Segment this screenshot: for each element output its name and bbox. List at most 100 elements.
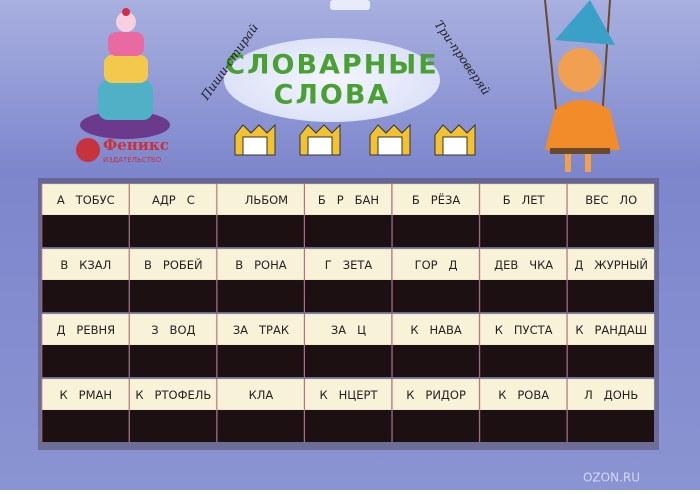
- word-card: Д ЖУРНЫЙ: [567, 248, 655, 312]
- word-card: К НЦЕРТ: [304, 378, 392, 442]
- card-label: [41, 313, 129, 346]
- card-slate: [217, 280, 304, 312]
- card-slate: [392, 410, 479, 442]
- word: Г ЗЕТА: [325, 258, 373, 272]
- card-slate: [217, 215, 304, 247]
- word-card: ДЕВ ЧКА: [479, 248, 567, 312]
- publisher-logo: [76, 138, 100, 162]
- word-card: ВЕС ЛО: [567, 183, 655, 247]
- word: ЗА Ц: [331, 323, 366, 337]
- title-line: СЛОВА: [274, 80, 391, 111]
- word-card: КЛА: [216, 378, 304, 442]
- word-card: К РТОФЕЛЬ: [129, 378, 217, 442]
- card-label: [567, 183, 655, 216]
- word: Д ЖУРНЫЙ: [574, 257, 648, 272]
- card-slate: [479, 280, 567, 312]
- word: К РМАН: [60, 388, 113, 402]
- word-card: В КЗАЛ: [41, 248, 129, 312]
- card-label: [41, 378, 129, 411]
- card-slate: [392, 345, 479, 377]
- card-slate: [217, 345, 304, 377]
- word-card: А ТОБУС: [41, 183, 129, 247]
- word: В РОБЕЙ: [144, 257, 203, 272]
- card-label: [392, 378, 480, 411]
- word: К РИДОР: [406, 388, 466, 402]
- word: ДЕВ ЧКА: [494, 258, 553, 272]
- word: К РТОФЕЛЬ: [135, 388, 211, 402]
- card-slate: [304, 345, 392, 377]
- card-label: [129, 313, 217, 346]
- word-card: Б Р БАН: [304, 183, 392, 247]
- publisher-name: Феникс: [103, 136, 169, 154]
- word: В КЗАЛ: [60, 258, 111, 272]
- word: ЛЬБОМ: [234, 193, 288, 207]
- card-slate: [42, 410, 129, 442]
- title-line: СЛОВАРНЫЕ: [225, 50, 438, 81]
- word-card: К ПУСТА: [479, 313, 567, 377]
- card-label: [304, 378, 392, 411]
- card-label: [304, 183, 392, 216]
- card-slate: [392, 215, 479, 247]
- word: ГОР Д: [415, 258, 458, 272]
- card-slate: [479, 410, 567, 442]
- word-card: ГОР Д: [391, 248, 480, 312]
- card-label: [392, 183, 480, 216]
- card-slate: [217, 410, 304, 442]
- word: К НЦЕРТ: [320, 388, 379, 402]
- card-slate: [479, 215, 567, 247]
- word: Д РЕВНЯ: [56, 323, 115, 337]
- card-label: [567, 248, 655, 281]
- word: ЗА ТРАК: [233, 323, 289, 337]
- card-slate: [479, 345, 567, 377]
- word: К РАНДАШ: [575, 323, 647, 337]
- card-label: [41, 183, 129, 216]
- word-grid: А ТОБУС АДР С ЛЬБОМ Б Р БАН Б РЁЗА Б ЛЕТ ВЕС …: [41, 183, 655, 442]
- card-label: [129, 378, 217, 411]
- word: К РОВА: [498, 388, 549, 402]
- word: З ВОД: [151, 323, 195, 337]
- illustration-teapots: [80, 8, 170, 139]
- word-card: Б РЁЗА: [391, 183, 480, 247]
- card-slate: [567, 410, 654, 442]
- card-label: [567, 378, 655, 411]
- word-card: В РОНА: [216, 248, 304, 312]
- word: КЛА: [249, 388, 274, 402]
- card-slate: [42, 280, 129, 312]
- card-slate: [129, 215, 217, 247]
- word-card: З ВОД: [129, 313, 217, 377]
- word-card: Г ЗЕТА: [304, 248, 392, 312]
- word-card: АДР С: [129, 183, 217, 247]
- card-slate: [567, 280, 654, 312]
- card-slate: [392, 280, 479, 312]
- word-card: Б ЛЕТ: [479, 183, 567, 247]
- card-slate: [304, 215, 392, 247]
- word-card: В РОБЕЙ: [129, 248, 217, 312]
- word: Л ДОНЬ: [584, 388, 638, 402]
- card-slate: [304, 410, 392, 442]
- hanger: [330, 0, 370, 10]
- card-label: [479, 378, 567, 411]
- card-label: [392, 248, 480, 281]
- publisher-subtitle: ИЗДАТЕЛЬСТВО: [103, 156, 162, 164]
- word: АДР С: [152, 193, 195, 207]
- mode-icons: [234, 123, 476, 156]
- illustration-girl: [544, 0, 620, 172]
- word-card: К РОВА: [479, 378, 567, 442]
- card-slate: [129, 345, 217, 377]
- card-label: [304, 313, 392, 346]
- card-label: [479, 183, 567, 216]
- word-card: ЗА ТРАК: [216, 313, 304, 377]
- word: Б РЁЗА: [412, 192, 460, 207]
- card-slate: [42, 215, 129, 247]
- card-label: [216, 378, 304, 411]
- card-slate: [129, 410, 217, 442]
- card-slate: [567, 345, 654, 377]
- word-card: Л ДОНЬ: [567, 378, 655, 442]
- word-card: ЛЬБОМ: [216, 183, 304, 247]
- word-card: К РАНДАШ: [567, 313, 655, 377]
- card-label: [304, 248, 392, 281]
- word: Б Р БАН: [318, 193, 379, 207]
- card-label: [567, 313, 655, 346]
- word: К ПУСТА: [495, 323, 553, 337]
